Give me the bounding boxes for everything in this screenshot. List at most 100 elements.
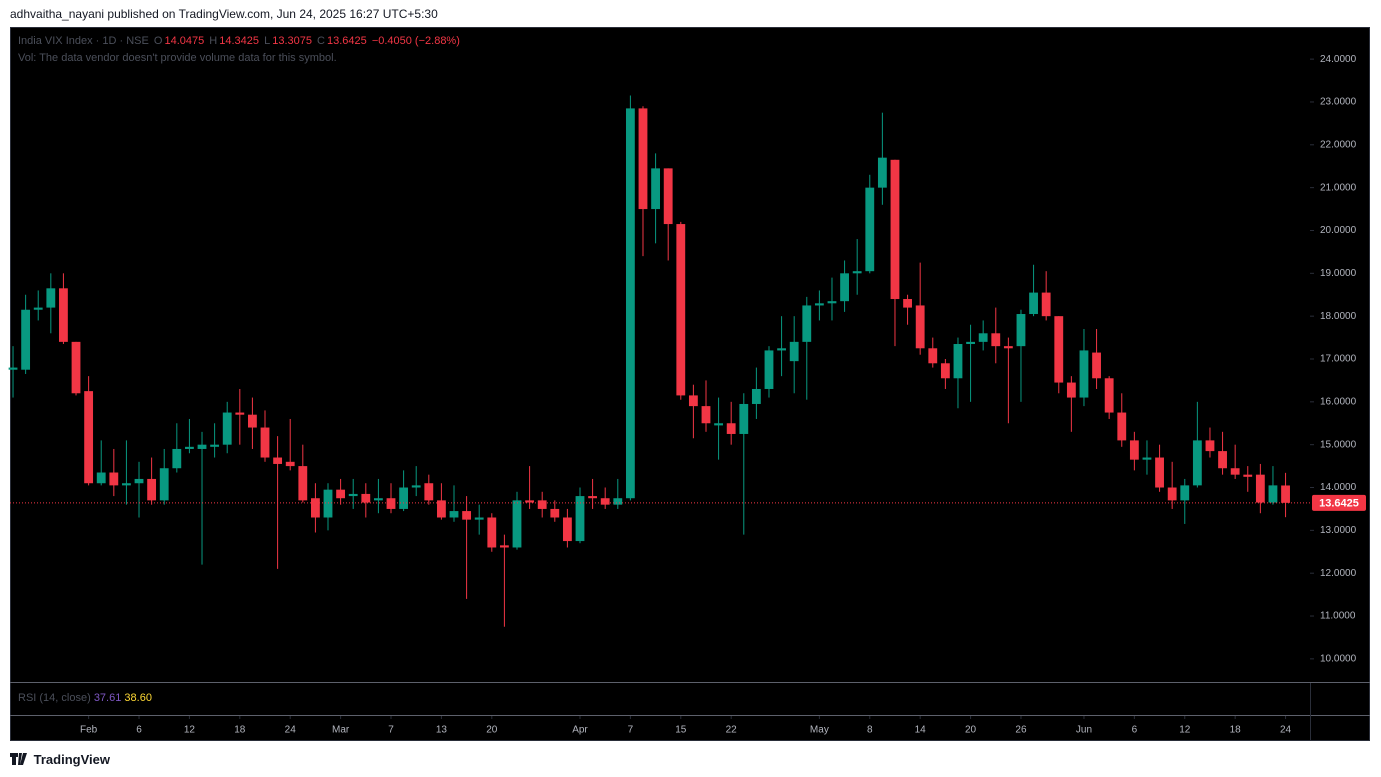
candle-body: [714, 423, 723, 426]
candle-body: [499, 545, 509, 548]
candle-body: [575, 496, 585, 542]
candle-body: [109, 472, 119, 486]
ohlc-label: H: [209, 35, 218, 47]
y-tick-label: 10.0000: [1320, 654, 1357, 665]
candle-body: [46, 288, 56, 308]
candle-body: [210, 444, 220, 447]
candle-body: [966, 341, 975, 345]
x-tick-label: 6: [1132, 725, 1138, 736]
candle-body: [525, 500, 535, 503]
candle-body: [310, 498, 320, 518]
candle-body: [751, 388, 761, 404]
candle-body: [323, 489, 333, 518]
candle-body: [1129, 440, 1139, 460]
candle-body: [562, 517, 572, 542]
y-tick-label: 20.0000: [1320, 225, 1357, 236]
candle-body: [953, 344, 963, 379]
candle-body: [802, 305, 812, 342]
x-tick-label: 20: [965, 725, 977, 736]
x-tick-label: 26: [1015, 725, 1027, 736]
candle-body: [59, 288, 68, 342]
change-value: −0.4050 (−2.88%): [371, 35, 460, 47]
x-tick-label: 6: [136, 725, 142, 736]
last-price-label: 13.6425: [1319, 498, 1359, 510]
x-tick-label: 12: [184, 725, 196, 736]
candle-body: [298, 466, 308, 501]
candle-body: [373, 498, 383, 501]
candle-body: [1230, 468, 1240, 475]
candle-body: [424, 483, 434, 501]
last-price-box: [1312, 494, 1366, 511]
candle-body: [726, 423, 736, 434]
x-tick-label: 12: [1179, 725, 1191, 736]
y-tick-label: 23.0000: [1320, 97, 1357, 108]
candle-body: [1155, 457, 1164, 488]
brand: TradingView: [10, 752, 110, 767]
candle-body: [1281, 485, 1290, 503]
candle-body: [436, 500, 446, 518]
candle-body: [1180, 485, 1190, 501]
ohlc-value: 13.3075: [272, 35, 312, 47]
candle-body: [134, 478, 144, 484]
ohlc-value: 13.6425: [326, 35, 367, 47]
chart-frame: [10, 27, 1370, 741]
legend: India VIX Index · 1D · NSE O 14.0475 H 14.…: [18, 35, 462, 47]
x-tick-label: 13: [436, 725, 448, 736]
x-tick-label: Mar: [332, 725, 350, 736]
candle-body: [122, 483, 131, 486]
candle-body: [890, 159, 900, 300]
candle-body: [474, 517, 484, 520]
candle-body: [1192, 440, 1202, 486]
candle-body: [235, 412, 245, 415]
candle-body: [588, 496, 598, 499]
volume-note: Vol: The data vendor doesn't provide vol…: [18, 52, 337, 64]
candle-body: [1142, 457, 1152, 460]
x-tick-label: May: [810, 725, 829, 736]
candle-body: [147, 478, 157, 501]
candle-body: [336, 489, 346, 499]
candle-body: [386, 498, 396, 509]
candle-body: [550, 508, 560, 518]
rsi-value: 37.61: [93, 692, 122, 704]
y-tick-label: 22.0000: [1320, 139, 1357, 150]
candle-body: [1041, 292, 1051, 317]
y-tick-label: 16.0000: [1320, 396, 1357, 407]
ohlc-label: L: [264, 35, 271, 47]
candle-body: [651, 168, 660, 210]
y-tick-label: 12.0000: [1320, 568, 1357, 579]
candle-body: [777, 348, 786, 351]
candle-body: [865, 187, 875, 272]
candle-body: [840, 273, 849, 302]
candle-body: [21, 309, 31, 370]
candle-body: [96, 472, 106, 484]
x-tick-label: 18: [1230, 725, 1242, 736]
y-tick-label: 11.0000: [1320, 611, 1356, 622]
y-tick-label: 18.0000: [1320, 311, 1357, 322]
candle-body: [1205, 440, 1215, 452]
y-tick-label: 14.0000: [1320, 482, 1357, 493]
candle-body: [764, 350, 774, 389]
candle-body: [1268, 485, 1278, 503]
symbol-title: India VIX Index · 1D · NSE: [18, 35, 149, 47]
candle-body: [185, 446, 194, 449]
x-tick-label: 24: [1280, 725, 1292, 736]
candle-body: [1029, 292, 1038, 315]
candle-body: [1066, 382, 1076, 398]
candle-body: [789, 341, 799, 362]
candle-body: [399, 487, 409, 509]
candle-body: [8, 367, 18, 370]
y-tick-label: 19.0000: [1320, 268, 1357, 279]
candle-body: [814, 303, 824, 306]
x-tick-label: 7: [388, 725, 394, 736]
ohlc-value: 14.3425: [219, 35, 260, 47]
x-tick-label: 14: [915, 725, 927, 736]
candle-body: [222, 412, 232, 445]
candle-body: [940, 363, 950, 379]
candle-body: [172, 448, 182, 469]
candle-body: [260, 427, 270, 458]
x-tick-label: Apr: [572, 725, 588, 736]
x-tick-label: 24: [285, 725, 297, 736]
candle-body: [613, 498, 623, 505]
x-tick-label: 20: [486, 725, 498, 736]
